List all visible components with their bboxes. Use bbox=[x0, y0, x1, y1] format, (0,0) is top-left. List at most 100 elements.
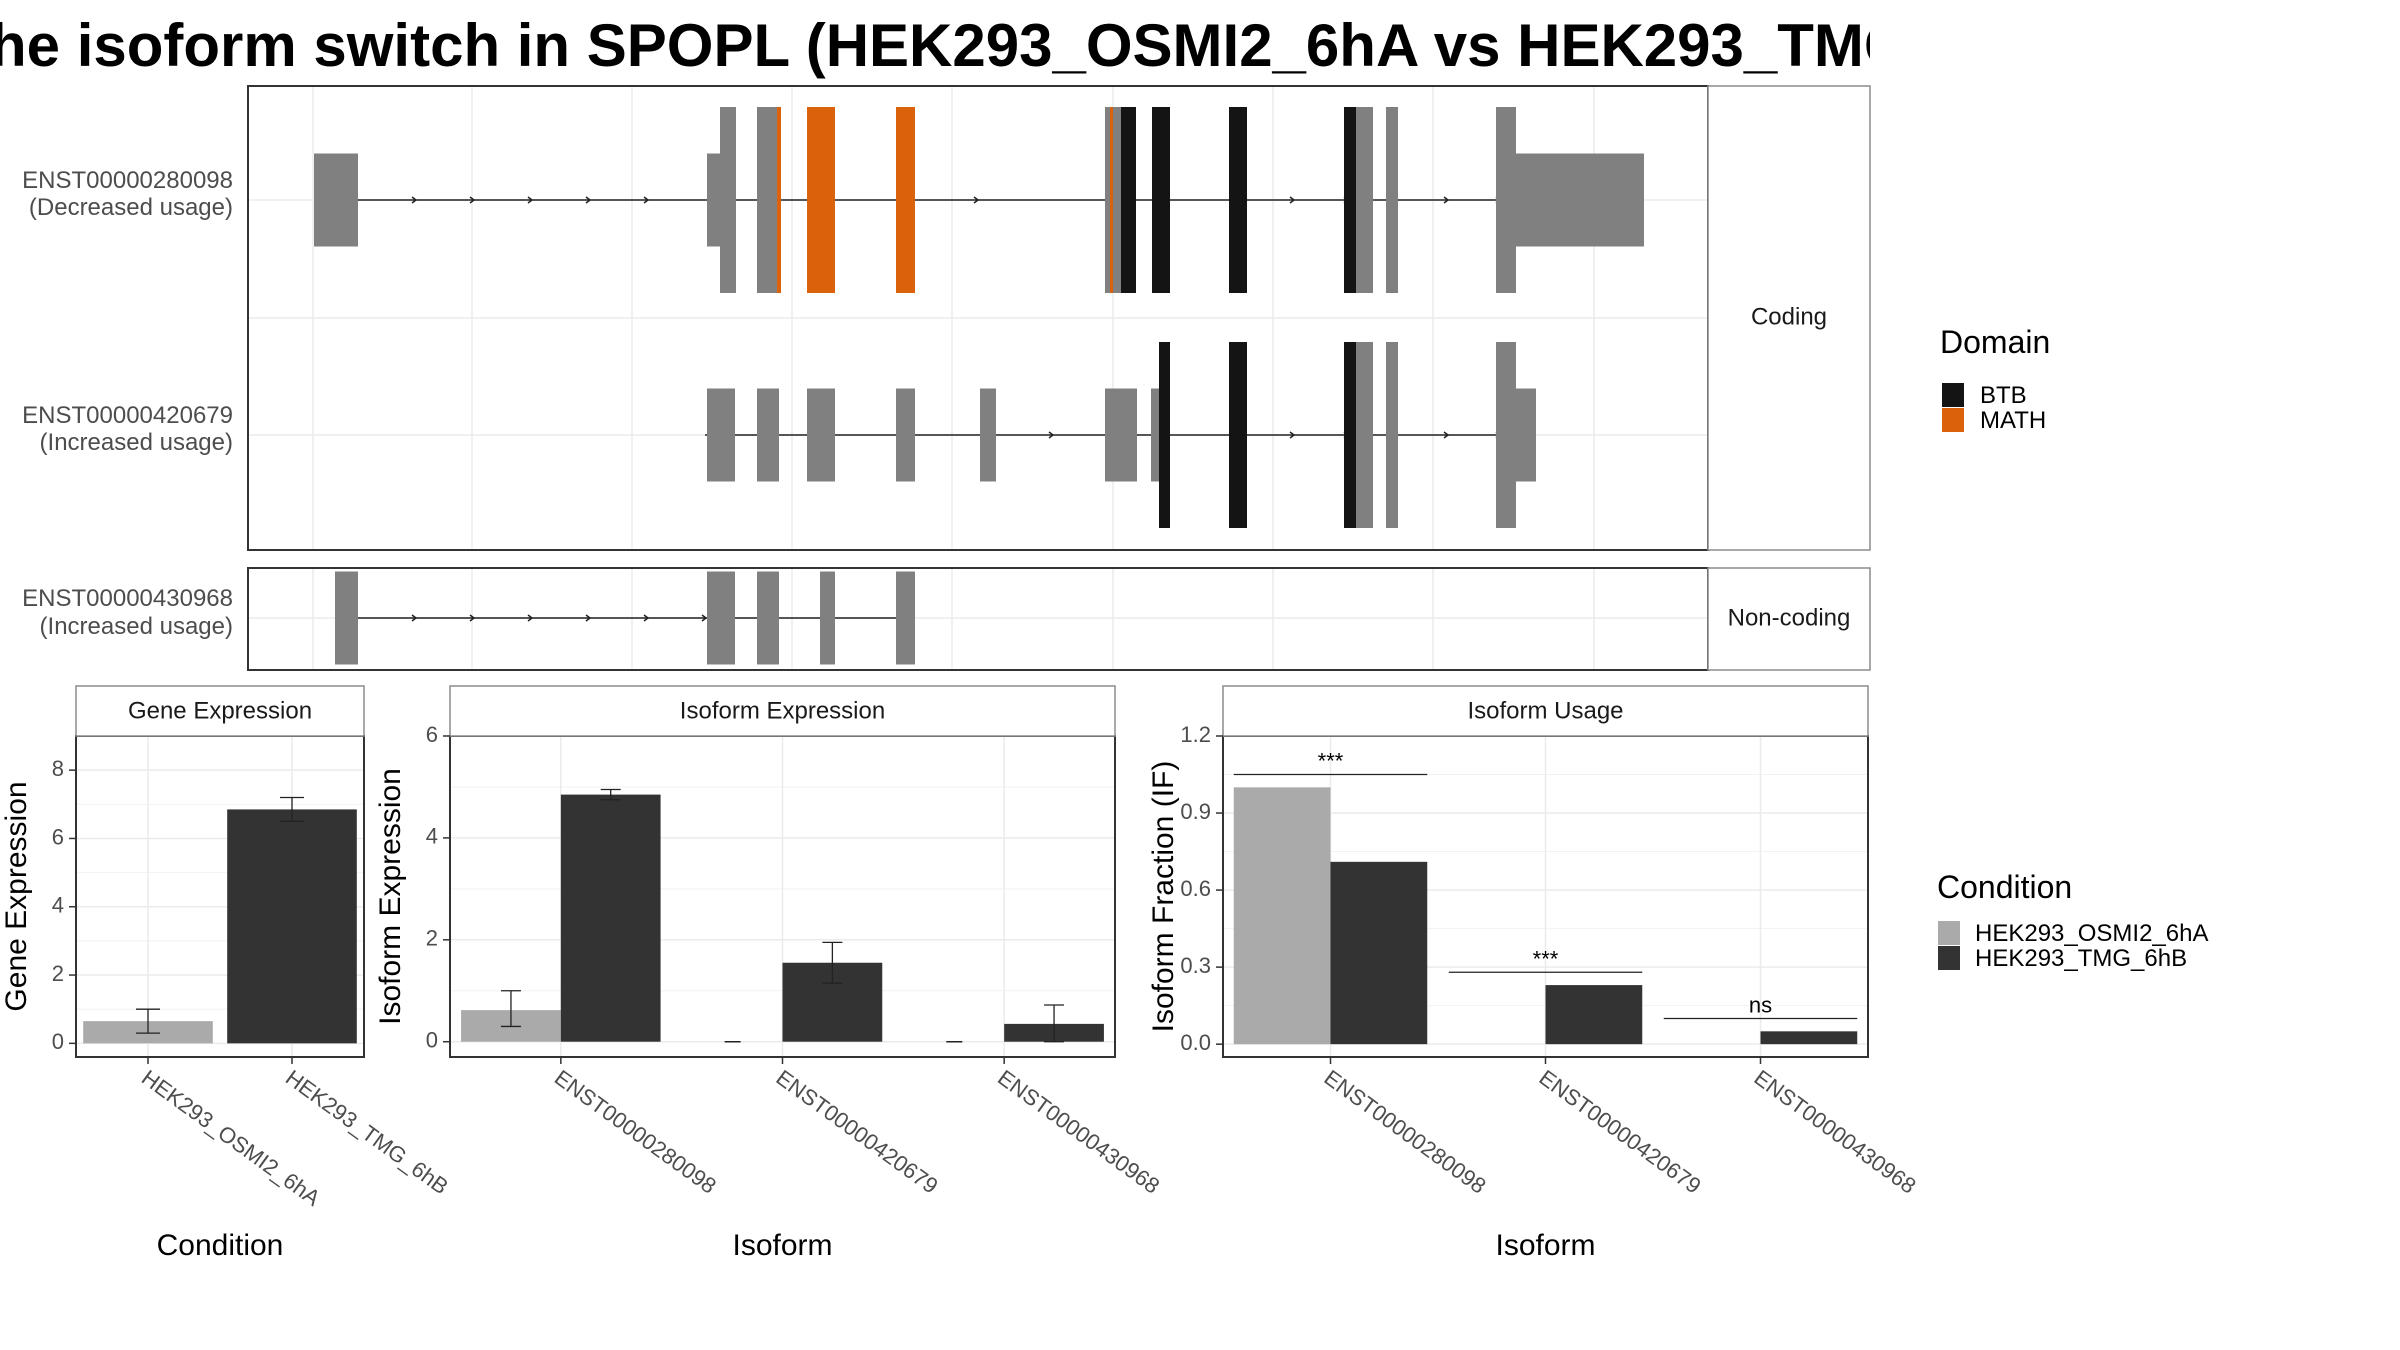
y-tick-label: 4 bbox=[426, 824, 438, 849]
structure-panel-bg bbox=[248, 568, 1708, 670]
exon-block bbox=[1514, 153, 1644, 247]
panel-strip bbox=[449, 685, 1116, 737]
y-tick-label: 2 bbox=[52, 961, 64, 986]
exon-block bbox=[980, 388, 996, 482]
exon-block bbox=[720, 107, 736, 293]
btb-domain-block bbox=[1229, 107, 1247, 293]
bar bbox=[1233, 787, 1331, 1045]
y-tick-label: 4 bbox=[52, 893, 64, 918]
y-tick-label: 0 bbox=[426, 1028, 438, 1053]
exon-block bbox=[1105, 107, 1123, 293]
exon-block bbox=[757, 107, 777, 293]
isoform-label-iso2: ENST00000420679 bbox=[22, 402, 233, 429]
y-tick-label: 8 bbox=[52, 756, 64, 781]
domain-legend-key bbox=[1942, 383, 1964, 407]
facet-strip bbox=[1707, 567, 1871, 671]
x-axis-title: Condition bbox=[157, 1229, 284, 1262]
btb-domain-block bbox=[1344, 342, 1356, 528]
y-tick-label: 2 bbox=[426, 926, 438, 951]
isoform-usage-iso1: (Decreased usage) bbox=[29, 194, 233, 221]
facet-label-coding: Coding bbox=[1751, 303, 1827, 330]
condition-legend-key bbox=[1938, 921, 1960, 945]
intron-arrow bbox=[1048, 431, 1055, 439]
panel-title: Isoform Usage bbox=[1467, 697, 1623, 724]
intron-arrow bbox=[1289, 431, 1296, 439]
intron-arrow bbox=[527, 196, 534, 204]
x-tick-label: ENST00000280098 bbox=[550, 1065, 721, 1199]
isoform-label-iso3: ENST00000430968 bbox=[22, 585, 233, 612]
intron-arrow bbox=[527, 614, 534, 622]
condition-legend-label: HEK293_OSMI2_6hA bbox=[1975, 920, 2208, 947]
exon-block bbox=[1105, 388, 1137, 482]
x-tick-label: ENST00000430968 bbox=[993, 1065, 1164, 1199]
bar bbox=[1760, 1031, 1858, 1045]
exon-block bbox=[1386, 107, 1398, 293]
y-tick-label: 0.9 bbox=[1180, 799, 1211, 824]
x-tick-label: ENST00000420679 bbox=[772, 1065, 943, 1199]
exon-block bbox=[707, 571, 735, 665]
domain-legend-label: BTB bbox=[1980, 382, 2027, 409]
intron-arrow bbox=[411, 196, 418, 204]
isoform-usage-iso3: (Increased usage) bbox=[40, 613, 233, 640]
exon-block bbox=[757, 388, 779, 482]
domain-legend-label: MATH bbox=[1980, 407, 2046, 434]
math-domain-block bbox=[777, 107, 781, 293]
btb-domain-block bbox=[1344, 107, 1356, 293]
panel-title: Gene Expression bbox=[128, 697, 312, 724]
chart-title: he isoform switch in SPOPL (HEK293_OSMI2… bbox=[0, 12, 1870, 79]
x-axis-title: Isoform bbox=[732, 1229, 832, 1262]
y-axis-title: Gene Expression bbox=[0, 781, 33, 1011]
x-tick-label: ENST00000420679 bbox=[1535, 1065, 1706, 1199]
y-axis-title: Isoform Fraction (IF) bbox=[1147, 761, 1180, 1033]
exon-block bbox=[707, 153, 722, 247]
significance-label: *** bbox=[1533, 946, 1559, 971]
y-tick-label: 6 bbox=[52, 824, 64, 849]
exon-block bbox=[1496, 107, 1516, 293]
btb-domain-block bbox=[1121, 107, 1136, 293]
intron-arrow bbox=[469, 196, 476, 204]
btb-domain-block bbox=[1159, 342, 1170, 528]
panel-strip bbox=[75, 685, 365, 737]
intron-arrow bbox=[585, 196, 592, 204]
exon-block bbox=[757, 571, 779, 665]
y-tick-label: 0.3 bbox=[1180, 953, 1211, 978]
y-tick-label: 0.0 bbox=[1180, 1030, 1211, 1055]
exon-block bbox=[707, 388, 735, 482]
domain-legend-title: Domain bbox=[1940, 324, 2050, 360]
intron-arrow bbox=[1289, 196, 1296, 204]
bar bbox=[227, 809, 357, 1044]
y-tick-label: 0.6 bbox=[1180, 876, 1211, 901]
math-domain-block bbox=[1110, 107, 1113, 293]
intron-arrow bbox=[1443, 196, 1450, 204]
btb-domain-block bbox=[1152, 107, 1170, 293]
intron-arrow bbox=[585, 614, 592, 622]
exon-block bbox=[335, 571, 358, 665]
condition-legend-label: HEK293_TMG_6hB bbox=[1975, 945, 2187, 972]
condition-legend-key bbox=[1938, 946, 1960, 970]
bar bbox=[560, 794, 661, 1042]
bar bbox=[1330, 861, 1428, 1045]
btb-domain-block bbox=[1229, 342, 1247, 528]
exon-block bbox=[314, 153, 358, 247]
panel-title: Isoform Expression bbox=[680, 697, 885, 724]
exon-block bbox=[896, 571, 915, 665]
condition-legend-title: Condition bbox=[1937, 869, 2072, 905]
intron-arrow bbox=[701, 614, 708, 622]
significance-label: *** bbox=[1318, 749, 1344, 774]
exon-block bbox=[1496, 342, 1516, 528]
x-tick-label: ENST00000280098 bbox=[1320, 1065, 1491, 1199]
exon-block bbox=[820, 571, 835, 665]
domain-legend-key bbox=[1942, 408, 1964, 432]
facet-label-noncoding: Non-coding bbox=[1728, 604, 1851, 631]
intron-arrow bbox=[643, 196, 650, 204]
exon-block bbox=[1151, 388, 1161, 482]
intron-arrow bbox=[643, 614, 650, 622]
y-axis-title: Isoform Expression bbox=[374, 768, 407, 1025]
exon-block bbox=[1386, 342, 1398, 528]
y-tick-label: 0 bbox=[52, 1029, 64, 1054]
intron-arrow bbox=[973, 196, 980, 204]
significance-label: ns bbox=[1749, 992, 1772, 1017]
exon-block bbox=[896, 388, 915, 482]
y-tick-label: 6 bbox=[426, 722, 438, 747]
